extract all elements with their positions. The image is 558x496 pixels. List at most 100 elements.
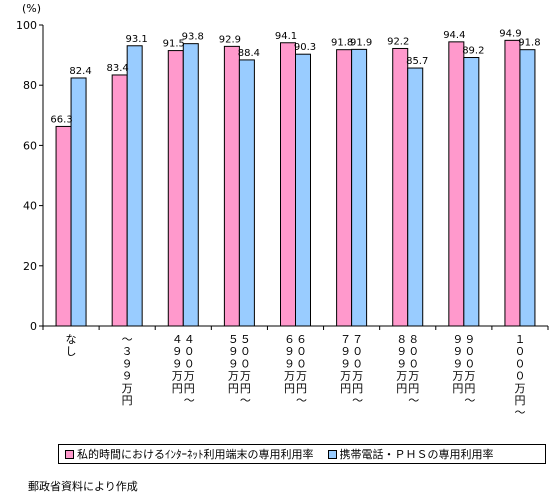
x-category-char: 円 (452, 382, 463, 395)
x-category-char: 万 (514, 382, 525, 395)
x-category-char: 万 (122, 382, 133, 395)
x-category-char: ８ (396, 333, 407, 346)
x-category-char: ９ (228, 345, 239, 358)
x-category-char: ０ (464, 357, 475, 370)
x-category-char: 万 (452, 370, 463, 383)
data-label-series-1: 92.2 (387, 36, 409, 47)
bar-series-1 (392, 47, 409, 327)
x-category-char: な (66, 333, 77, 346)
x-category-char: 万 (352, 370, 363, 383)
bar-series-2 (463, 57, 480, 327)
x-category-char: ７ (340, 333, 351, 346)
x-category-char: 円 (464, 382, 475, 395)
bar-series-2 (295, 53, 311, 327)
x-category-char: 〜 (184, 394, 195, 407)
x-category-char: ６ (284, 333, 295, 346)
x-category-char: ９ (340, 357, 351, 370)
x-category-char: ９ (228, 357, 239, 370)
x-category-char: 円 (396, 382, 407, 395)
data-label-series-1: 91.8 (331, 38, 353, 49)
data-label-series-1: 91.5 (163, 39, 185, 50)
y-tick-label: 20 (23, 260, 37, 273)
x-category-char: ９ (396, 345, 407, 358)
x-category-char: 万 (228, 370, 239, 383)
x-category-char: ４ (172, 333, 183, 346)
x-category-char: ０ (240, 345, 251, 358)
x-category-char: ０ (514, 370, 525, 383)
legend-swatch-series-1 (65, 449, 74, 459)
x-category-char: 万 (184, 370, 195, 383)
x-category-char: ９ (172, 345, 183, 358)
bars (55, 39, 536, 327)
data-label-series-1: 94.9 (499, 28, 521, 39)
y-axis-unit: (%) (22, 2, 41, 15)
x-category-char: ５ (240, 333, 251, 346)
x-category-char: ９ (284, 345, 295, 358)
data-label-series-2: 90.3 (294, 42, 316, 53)
y-tick-label: 40 (23, 200, 37, 213)
x-category-char: 円 (408, 382, 419, 395)
x-category-char: 〜 (464, 394, 475, 407)
data-label-series-1: 94.1 (275, 31, 297, 42)
data-label-series-1: 83.4 (107, 63, 129, 74)
bar-series-2 (407, 67, 424, 327)
data-label-series-2: 85.7 (406, 56, 428, 67)
x-category-char: ０ (514, 345, 525, 358)
x-category-char: ９ (464, 333, 475, 346)
x-category-char: 万 (240, 370, 251, 383)
x-category-char: 円 (184, 382, 195, 395)
legend-item-series-2: 携帯電話・ＰＨＳの専用利用率 (327, 446, 494, 462)
y-tick-label: 0 (30, 320, 37, 333)
x-category-char: 万 (340, 370, 351, 383)
data-label-series-2: 93.8 (182, 32, 204, 43)
bar-series-1 (504, 39, 521, 327)
data-label-series-2: 82.4 (69, 66, 91, 77)
y-tick-label: 80 (23, 79, 37, 92)
bar-series-1 (167, 50, 184, 327)
x-category-char: ９ (284, 357, 295, 370)
x-category-char: 万 (396, 370, 407, 383)
legend-item-series-1: 私的時間におけるｲﾝﾀｰﾈｯﾄ利用端末の専用利用率 (65, 446, 314, 462)
x-category-labels: なし〜３９９万円４９９万円４００万円〜５９９万円５００万円〜６９９万円６００万円… (66, 333, 526, 419)
x-category-char: 〜 (514, 406, 525, 419)
data-label-series-2: 93.1 (126, 34, 148, 45)
y-tick-label: 60 (23, 139, 37, 152)
data-label-series-2: 89.2 (462, 46, 484, 57)
x-category-char: 円 (240, 382, 251, 395)
x-category-char: ０ (240, 357, 251, 370)
x-category-char: ９ (452, 357, 463, 370)
x-category-char: ９ (122, 370, 133, 383)
legend-label-series-1: 私的時間におけるｲﾝﾀｰﾈｯﾄ利用端末の専用利用率 (77, 448, 314, 461)
y-tick-label: 100 (16, 19, 37, 32)
bar-series-1 (111, 74, 128, 327)
x-category-char: 〜 (352, 394, 363, 407)
x-category-char: 円 (172, 382, 183, 395)
data-label-series-1: 66.3 (50, 114, 72, 125)
x-category-char: 万 (464, 370, 475, 383)
bar-series-1 (223, 45, 240, 327)
x-category-char: 〜 (240, 394, 251, 407)
x-category-char: し (66, 345, 77, 358)
x-category-char: ０ (352, 357, 363, 370)
x-category-char: ８ (408, 333, 419, 346)
bar-series-2 (126, 45, 143, 327)
x-category-char: ５ (228, 333, 239, 346)
x-category-char: ９ (452, 345, 463, 358)
x-category-char: ９ (340, 345, 351, 358)
x-category-char: ０ (184, 345, 195, 358)
x-category-char: ０ (296, 345, 307, 358)
data-label-series-1: 92.9 (219, 34, 241, 45)
x-category-char: 〜 (408, 394, 419, 407)
x-category-char: 円 (514, 394, 525, 407)
data-label-series-2: 91.9 (350, 37, 372, 48)
source-note: 郵政省資料により作成 (28, 480, 138, 493)
bar-series-1 (336, 49, 353, 327)
bar-series-2 (182, 43, 199, 327)
data-label-series-2: 88.4 (238, 48, 260, 59)
x-category-char: 〜 (122, 333, 133, 346)
x-category-char: ６ (296, 333, 307, 346)
bar-series-2 (238, 59, 255, 327)
x-category-char: 〜 (296, 394, 307, 407)
x-category-char: ４ (184, 333, 195, 346)
data-label-series-2: 91.8 (518, 38, 540, 49)
